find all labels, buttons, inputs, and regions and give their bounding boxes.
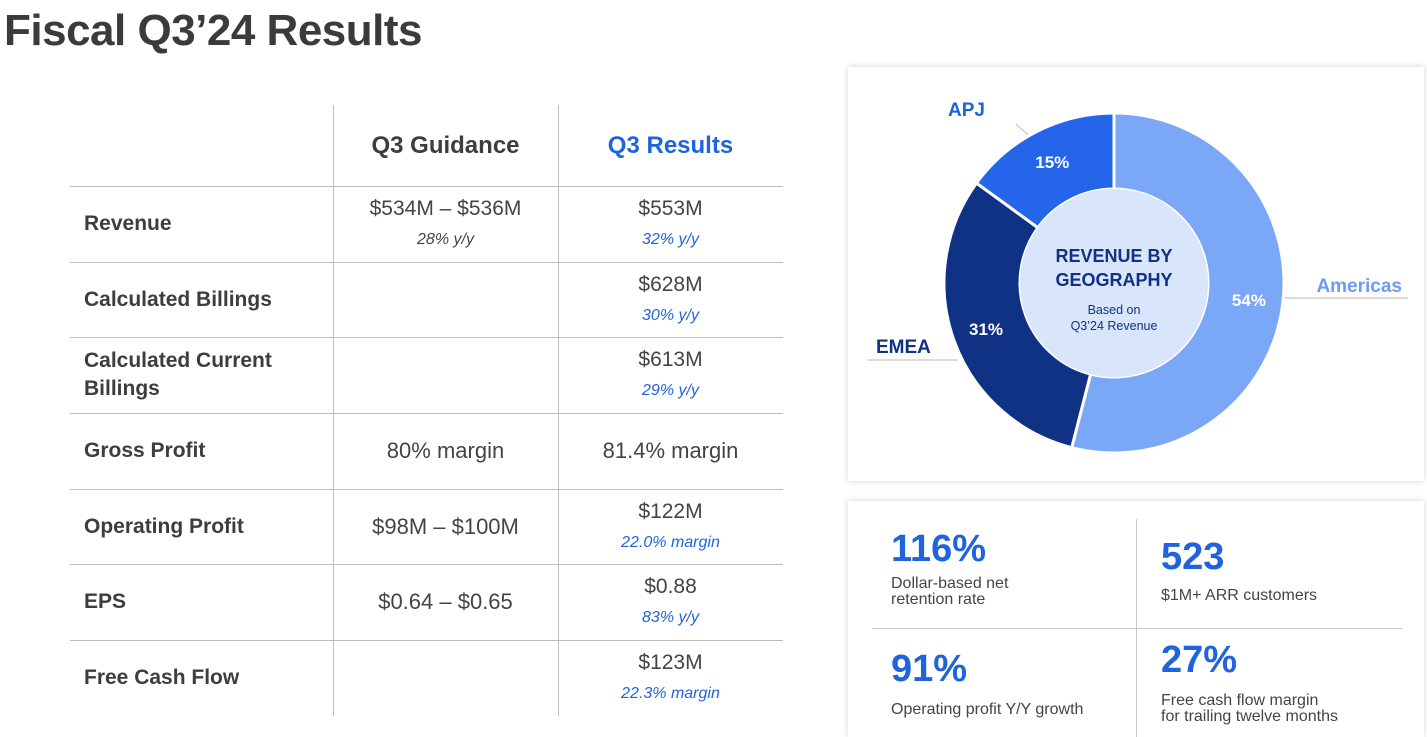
revenue-donut-chart: REVENUE BY GEOGRAPHY Based on Q3’24 Reve… xyxy=(868,100,1408,455)
result-growth: 83% y/y xyxy=(642,609,699,626)
guidance-value: $534M – $536M xyxy=(369,197,522,220)
result-cell: $0.88 83% y/y xyxy=(558,564,783,640)
row-label: EPS xyxy=(84,590,127,613)
result-growth: 32% y/y xyxy=(642,231,699,248)
kpi-card: 116% Dollar-based net retention rate 523… xyxy=(848,501,1424,737)
guidance-value: $0.64 – $0.65 xyxy=(378,589,513,614)
kpi-label-line: Free cash flow margin xyxy=(1161,692,1319,709)
kpi-label-line: Operating profit Y/Y growth xyxy=(891,701,1084,718)
result-value: $613M xyxy=(638,348,703,371)
row-label: Calculated Current Billings xyxy=(84,349,272,400)
kpi-operating-profit-growth: 91% Operating profit Y/Y growth xyxy=(891,648,1083,718)
row-label: Gross Profit xyxy=(84,439,206,462)
table-row-operating-profit: Operating Profit $98M – $100M $122M 22.0… xyxy=(70,489,783,565)
kpi-free-cash-flow-margin: 27% Free cash flow margin for trailing t… xyxy=(1161,639,1338,725)
result-cell: $123M 22.3% margin xyxy=(558,640,783,716)
kpi-value: 91% xyxy=(891,648,968,690)
table-row-eps: EPS $0.64 – $0.65 $0.88 83% y/y xyxy=(70,564,783,640)
guidance-cell: $534M – $536M 28% y/y xyxy=(333,186,558,262)
result-margin: 22.3% margin xyxy=(621,685,720,702)
table-row-free-cash-flow: Free Cash Flow $123M 22.3% margin xyxy=(70,640,783,716)
kpi-label-line: retention rate xyxy=(891,591,986,608)
chart-title-line: GEOGRAPHY xyxy=(1055,270,1172,290)
result-value: $0.88 xyxy=(644,575,697,598)
guidance-cell: $98M – $100M xyxy=(333,489,558,565)
kpi-label-line: $1M+ ARR customers xyxy=(1161,587,1318,604)
row-divider xyxy=(70,413,783,414)
column-header-results: Q3 Results xyxy=(607,131,734,159)
result-value: $123M xyxy=(638,651,703,674)
row-divider xyxy=(70,489,783,490)
row-label: Revenue xyxy=(84,212,172,235)
donut-slice-emea xyxy=(942,180,1093,450)
result-cell: $122M 22.0% margin xyxy=(558,489,783,565)
table-row-calculated-current-billings: Calculated Current Billings $613M 29% y/… xyxy=(70,337,783,413)
chart-subtitle-line: Q3’24 Revenue xyxy=(1071,319,1158,333)
guidance-value: 80% margin xyxy=(386,438,505,463)
results-table: Q3 Guidance Q3 Results Revenue $534M – $… xyxy=(70,105,783,716)
chart-title-line: REVENUE BY xyxy=(1055,246,1172,266)
column-divider xyxy=(558,105,559,716)
row-label: Operating Profit xyxy=(84,515,244,538)
slice-value-label-emea: 31% xyxy=(969,320,1003,339)
result-growth: 29% y/y xyxy=(642,382,699,399)
category-label-apj: APJ xyxy=(948,100,985,121)
row-label: Calculated Billings xyxy=(84,288,272,311)
guidance-cell: 80% margin xyxy=(333,413,558,489)
category-label-americas: Americas xyxy=(1316,276,1402,297)
result-value: $122M xyxy=(638,500,703,523)
chart-subtitle-line: Based on xyxy=(1088,303,1141,317)
guidance-cell: $0.64 – $0.65 xyxy=(333,564,558,640)
donut-center xyxy=(1020,189,1208,377)
row-divider xyxy=(70,640,783,641)
kpi-value: 116% xyxy=(891,528,987,570)
result-growth: 30% y/y xyxy=(642,307,699,324)
slice-value-label-americas: 54% xyxy=(1232,291,1266,310)
result-value: 81.4% margin xyxy=(602,438,739,463)
guidance-value: $98M – $100M xyxy=(372,514,519,539)
row-divider xyxy=(70,186,783,187)
table-row-revenue: Revenue $534M – $536M 28% y/y $553M 32% … xyxy=(70,186,783,262)
kpi-value: 523 xyxy=(1161,536,1225,578)
guidance-growth: 28% y/y xyxy=(417,231,474,248)
row-divider xyxy=(70,262,783,263)
category-label-emea: EMEA xyxy=(876,337,931,358)
result-margin: 22.0% margin xyxy=(621,534,720,551)
result-cell: $553M 32% y/y xyxy=(558,186,783,262)
slice-value-label-apj: 15% xyxy=(1035,153,1069,172)
column-divider xyxy=(333,105,334,716)
table-row-gross-profit: Gross Profit 80% margin 81.4% margin xyxy=(70,413,783,489)
table-row-calculated-billings: Calculated Billings $628M 30% y/y xyxy=(70,262,783,338)
row-divider xyxy=(70,564,783,565)
column-header-guidance: Q3 Guidance xyxy=(371,131,520,159)
result-value: $628M xyxy=(638,273,703,296)
kpi-value: 27% xyxy=(1161,639,1238,681)
callout-leader-lines xyxy=(868,123,1408,361)
revenue-by-geography-card: REVENUE BY GEOGRAPHY Based on Q3’24 Reve… xyxy=(848,67,1424,481)
row-label: Free Cash Flow xyxy=(84,666,240,689)
kpi-million-arr-customers: 523 $1M+ ARR customers xyxy=(1161,536,1317,604)
row-divider xyxy=(70,337,783,338)
kpi-label-line: for trailing twelve months xyxy=(1161,708,1338,725)
leader-line-apj xyxy=(1015,123,1029,136)
result-cell: $613M 29% y/y xyxy=(558,337,783,413)
result-cell: 81.4% margin xyxy=(558,413,783,489)
kpi-label-line: Dollar-based net xyxy=(891,575,1009,592)
result-value: $553M xyxy=(638,197,703,220)
kpi-net-retention: 116% Dollar-based net retention rate xyxy=(891,528,1008,608)
kpi-divider xyxy=(872,628,1402,629)
result-cell: $628M 30% y/y xyxy=(558,262,783,338)
page-title: Fiscal Q3’24 Results xyxy=(4,6,423,55)
